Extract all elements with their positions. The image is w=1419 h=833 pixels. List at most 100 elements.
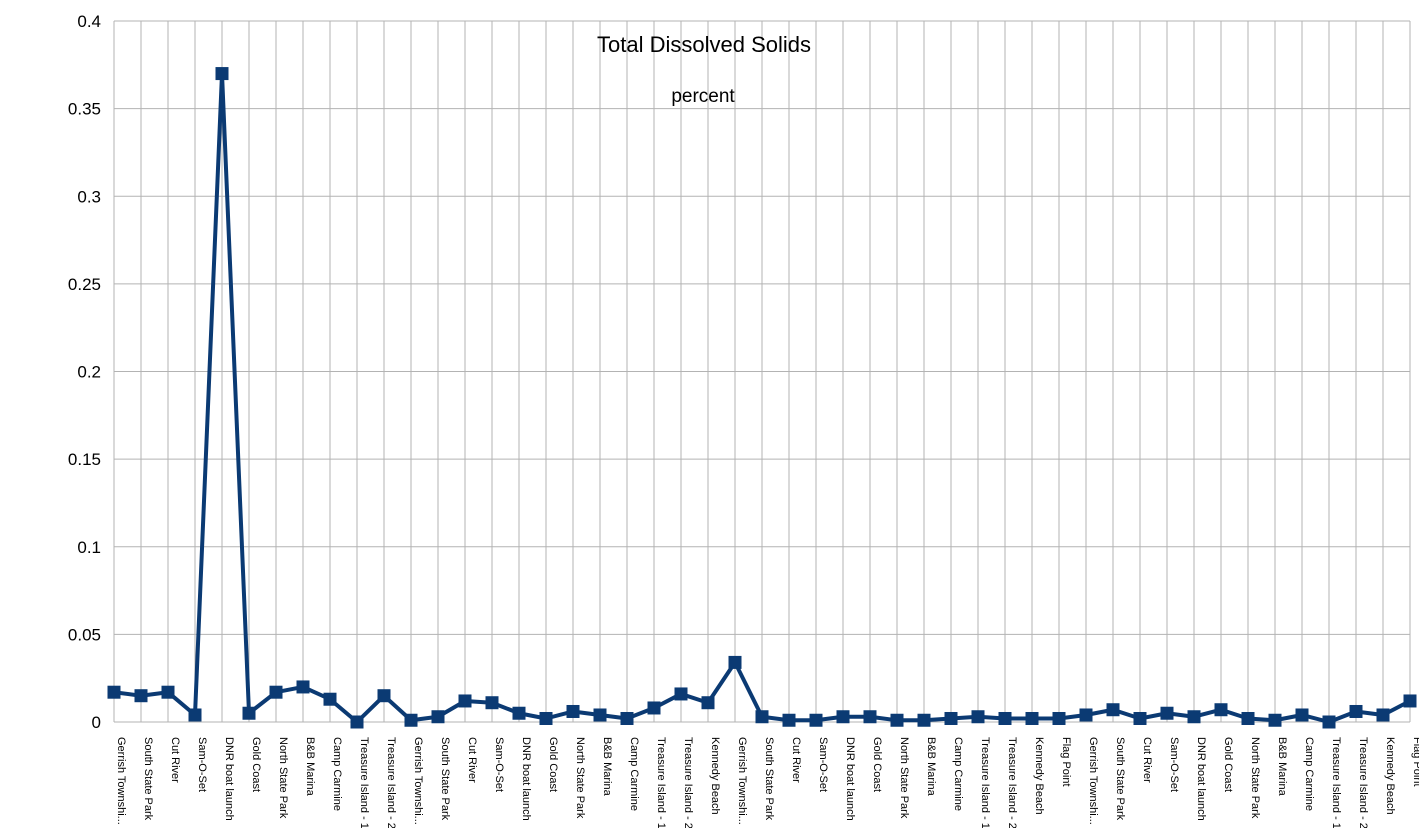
x-tick-label: Gerrish Townshi... [1087, 737, 1099, 825]
x-tick-label: Treasure Island - 2 [385, 737, 397, 828]
x-tick-label: North State Park [574, 737, 586, 819]
data-point [377, 689, 391, 703]
data-point [701, 696, 715, 710]
data-point [1322, 715, 1336, 729]
data-point [1349, 704, 1363, 718]
x-tick-label: Gold Coast [1222, 737, 1234, 792]
data-point [539, 711, 553, 725]
data-point [1106, 703, 1120, 717]
chart-subtitle: percent [671, 86, 735, 107]
x-tick-label: North State Park [1249, 737, 1261, 819]
data-point [107, 685, 121, 699]
y-tick-label: 0.05 [68, 625, 101, 644]
data-point [674, 687, 688, 701]
x-tick-label: South State Park [1114, 737, 1126, 821]
x-tick-label: Cut River [1141, 737, 1153, 783]
x-tick-label: South State Park [763, 737, 775, 821]
data-point [863, 710, 877, 724]
x-tick-label: Treasure Island - 2 [1357, 737, 1369, 828]
data-point [998, 711, 1012, 725]
x-tick-label: Flag Point [1060, 737, 1072, 787]
data-point [971, 710, 985, 724]
x-tick-label: South State Park [142, 737, 154, 821]
data-point [944, 711, 958, 725]
x-tick-label: Sam-O-Set [1168, 737, 1180, 792]
data-point [782, 713, 796, 727]
x-tick-label: Cut River [169, 737, 181, 783]
y-axis-ticks: 0 0.05 0.1 0.15 0.2 0.25 0.3 0.35 0.4 [68, 12, 101, 732]
data-point [485, 696, 499, 710]
data-point [566, 704, 580, 718]
data-point [1403, 694, 1417, 708]
data-point [1295, 708, 1309, 722]
series-layer [107, 67, 1417, 729]
data-point [1025, 711, 1039, 725]
x-axis-ticks: Gerrish Townshi... South State Park Cut Ri… [115, 737, 1419, 829]
chart-title: Total Dissolved Solids [597, 32, 811, 57]
x-tick-label: DNR boat launch [223, 737, 235, 821]
data-point [728, 655, 742, 669]
x-tick-label: Treasure Island - 1 [655, 737, 667, 828]
data-point [1133, 711, 1147, 725]
x-tick-label: Gerrish Townshi... [736, 737, 748, 825]
x-tick-label: Treasure Island - 2 [682, 737, 694, 828]
data-point [215, 67, 229, 81]
data-point [296, 680, 310, 694]
data-point [1268, 713, 1282, 727]
y-tick-label: 0.25 [68, 275, 101, 294]
x-tick-label: Sam-O-Set [493, 737, 505, 792]
x-tick-label: South State Park [439, 737, 451, 821]
y-tick-label: 0.35 [68, 100, 101, 119]
x-tick-label: Camp Carmine [952, 737, 964, 811]
data-point [404, 713, 418, 727]
x-tick-label: Cut River [466, 737, 478, 783]
x-tick-label: Flag Point [1411, 737, 1419, 787]
x-tick-label: DNR boat launch [844, 737, 856, 821]
x-tick-label: B&B Marina [1276, 737, 1288, 797]
x-tick-label: North State Park [277, 737, 289, 819]
data-point [350, 715, 364, 729]
x-tick-label: Gold Coast [871, 737, 883, 792]
data-point [188, 708, 202, 722]
data-point [1160, 706, 1174, 720]
data-point [593, 708, 607, 722]
data-point [1241, 711, 1255, 725]
data-point [323, 692, 337, 706]
x-tick-label: Camp Carmine [1303, 737, 1315, 811]
data-point [512, 706, 526, 720]
x-tick-label: Kennedy Beach [1033, 737, 1045, 815]
x-tick-label: Kennedy Beach [709, 737, 721, 815]
data-point [917, 713, 931, 727]
y-tick-label: 0.4 [77, 12, 101, 31]
data-point [431, 710, 445, 724]
data-point [1214, 703, 1228, 717]
y-tick-label: 0 [92, 713, 101, 732]
y-tick-label: 0.3 [77, 187, 101, 206]
x-tick-label: Gold Coast [250, 737, 262, 792]
y-tick-label: 0.15 [68, 450, 101, 469]
data-point [620, 711, 634, 725]
data-point [890, 713, 904, 727]
data-point [836, 710, 850, 724]
x-tick-label: B&B Marina [304, 737, 316, 797]
data-point [1376, 708, 1390, 722]
data-point [647, 701, 661, 715]
x-tick-label: North State Park [898, 737, 910, 819]
x-tick-label: Gerrish Townshi... [412, 737, 424, 825]
x-tick-label: DNR boat launch [1195, 737, 1207, 821]
x-tick-label: B&B Marina [925, 737, 937, 797]
x-tick-label: Camp Carmine [331, 737, 343, 811]
y-tick-label: 0.1 [77, 538, 101, 557]
data-point [242, 706, 256, 720]
x-tick-label: B&B Marina [601, 737, 613, 797]
x-tick-label: Kennedy Beach [1384, 737, 1396, 815]
data-point [458, 694, 472, 708]
data-point [1187, 710, 1201, 724]
x-tick-label: Treasure Island - 1 [979, 737, 991, 828]
x-tick-label: Treasure Island - 1 [1330, 737, 1342, 828]
grid-layer [113, 20, 1411, 723]
x-tick-label: Camp Carmine [628, 737, 640, 811]
data-point [1079, 708, 1093, 722]
